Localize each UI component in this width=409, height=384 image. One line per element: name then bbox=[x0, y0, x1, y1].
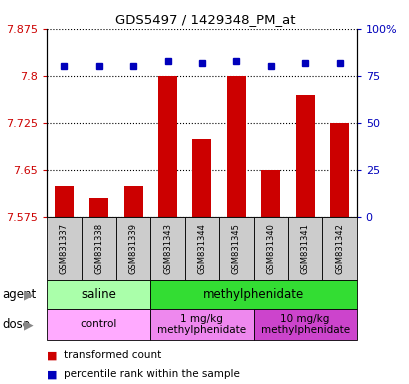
Bar bbox=[47, 217, 81, 280]
Bar bbox=[89, 198, 108, 217]
Text: GDS5497 / 1429348_PM_at: GDS5497 / 1429348_PM_at bbox=[115, 13, 294, 26]
Text: GSM831338: GSM831338 bbox=[94, 223, 103, 274]
Bar bbox=[287, 217, 321, 280]
Text: transformed count: transformed count bbox=[63, 350, 160, 360]
Bar bbox=[218, 217, 253, 280]
Bar bbox=[47, 280, 150, 309]
Text: methylphenidate: methylphenidate bbox=[202, 288, 303, 301]
Bar bbox=[150, 217, 184, 280]
Bar bbox=[226, 76, 245, 217]
Bar bbox=[261, 170, 279, 217]
Text: ■: ■ bbox=[47, 369, 58, 379]
Text: 10 mg/kg
methylphenidate: 10 mg/kg methylphenidate bbox=[260, 314, 349, 335]
Text: saline: saline bbox=[81, 288, 116, 301]
Text: 1 mg/kg
methylphenidate: 1 mg/kg methylphenidate bbox=[157, 314, 246, 335]
Bar bbox=[55, 185, 74, 217]
Text: GSM831344: GSM831344 bbox=[197, 223, 206, 274]
Text: ■: ■ bbox=[47, 350, 58, 360]
Text: agent: agent bbox=[2, 288, 36, 301]
Bar bbox=[158, 76, 177, 217]
Bar bbox=[253, 217, 287, 280]
Bar bbox=[295, 95, 314, 217]
Text: GSM831337: GSM831337 bbox=[60, 223, 69, 274]
Text: GSM831340: GSM831340 bbox=[265, 223, 274, 274]
Bar bbox=[47, 309, 150, 340]
Bar bbox=[81, 217, 116, 280]
Bar bbox=[150, 309, 253, 340]
Bar bbox=[192, 139, 211, 217]
Text: percentile rank within the sample: percentile rank within the sample bbox=[63, 369, 239, 379]
Text: ▶: ▶ bbox=[24, 318, 34, 331]
Bar bbox=[329, 123, 348, 217]
Text: ▶: ▶ bbox=[24, 288, 34, 301]
Bar bbox=[253, 309, 356, 340]
Text: GSM831345: GSM831345 bbox=[231, 223, 240, 274]
Text: GSM831339: GSM831339 bbox=[128, 223, 137, 274]
Bar bbox=[116, 217, 150, 280]
Bar bbox=[321, 217, 356, 280]
Bar bbox=[150, 280, 356, 309]
Bar bbox=[184, 217, 218, 280]
Bar bbox=[124, 185, 142, 217]
Text: GSM831342: GSM831342 bbox=[334, 223, 343, 274]
Text: GSM831341: GSM831341 bbox=[300, 223, 309, 274]
Text: control: control bbox=[80, 319, 117, 329]
Text: dose: dose bbox=[2, 318, 30, 331]
Text: GSM831343: GSM831343 bbox=[163, 223, 172, 274]
